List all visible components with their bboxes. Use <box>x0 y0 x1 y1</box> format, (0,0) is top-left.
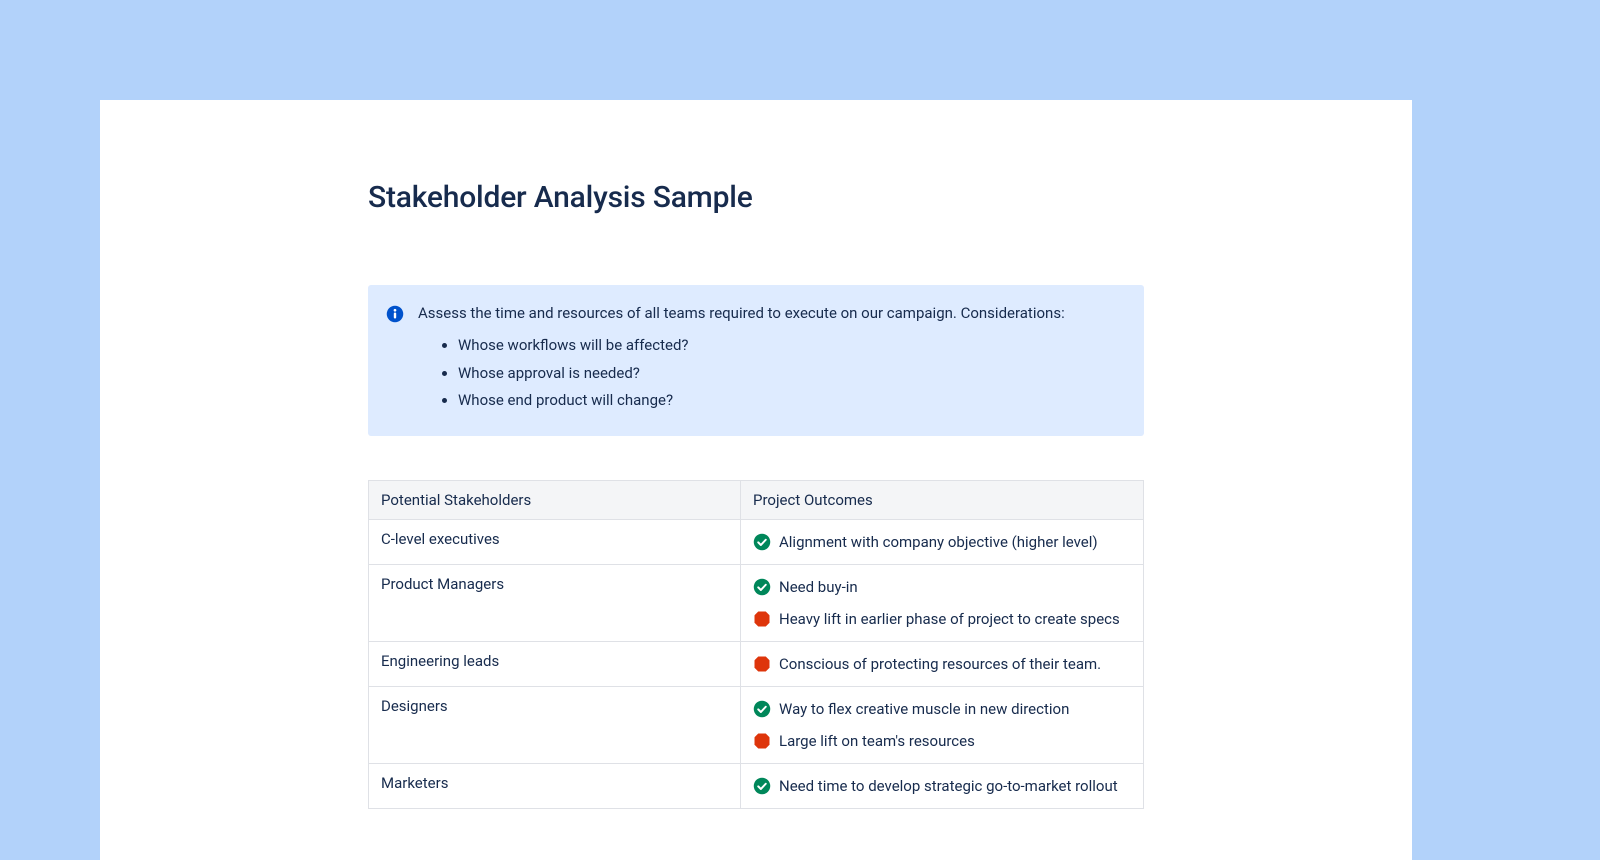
outcome-line: Way to flex creative muscle in new direc… <box>753 700 1131 718</box>
table-header-outcomes: Project Outcomes <box>741 481 1144 520</box>
document-card: Stakeholder Analysis Sample Assess the t… <box>100 100 1412 860</box>
outcomes-cell: Need time to develop strategic go-to-mar… <box>741 764 1144 809</box>
stop-octagon-icon <box>753 655 771 673</box>
check-circle-icon <box>753 533 771 551</box>
outcome-text: Need time to develop strategic go-to-mar… <box>779 777 1118 795</box>
info-panel-lead: Assess the time and resources of all tea… <box>418 303 1065 325</box>
outcomes-cell: Need buy-in Heavy lift in earlier phase o… <box>741 565 1144 642</box>
outcome-text: Heavy lift in earlier phase of project t… <box>779 610 1120 628</box>
table-row: C-level executives Alignment with company… <box>369 520 1144 565</box>
outcome-line: Heavy lift in earlier phase of project t… <box>753 610 1131 628</box>
outcome-text: Way to flex creative muscle in new direc… <box>779 700 1069 718</box>
info-icon <box>386 305 404 323</box>
outcomes-cell: Conscious of protecting resources of the… <box>741 642 1144 687</box>
outcomes-cell: Alignment with company objective (higher… <box>741 520 1144 565</box>
outcome-line: Conscious of protecting resources of the… <box>753 655 1131 673</box>
outcome-line: Need time to develop strategic go-to-mar… <box>753 777 1131 795</box>
table-header-stakeholders: Potential Stakeholders <box>369 481 741 520</box>
info-panel-body: Assess the time and resources of all tea… <box>418 303 1065 418</box>
stakeholder-cell: Engineering leads <box>369 642 741 687</box>
info-bullet: Whose workflows will be affected? <box>458 335 1065 357</box>
outcomes-cell: Way to flex creative muscle in new direc… <box>741 687 1144 764</box>
info-bullet: Whose end product will change? <box>458 390 1065 412</box>
table-row: Designers Way to flex creative muscle in … <box>369 687 1144 764</box>
outcome-text: Conscious of protecting resources of the… <box>779 655 1101 673</box>
check-circle-icon <box>753 777 771 795</box>
table-body: C-level executives Alignment with company… <box>369 520 1144 809</box>
stop-octagon-icon <box>753 732 771 750</box>
info-bullet: Whose approval is needed? <box>458 363 1065 385</box>
stakeholder-cell: Product Managers <box>369 565 741 642</box>
info-panel-bullets: Whose workflows will be affected? Whose … <box>418 335 1065 412</box>
info-panel: Assess the time and resources of all tea… <box>368 285 1144 436</box>
stakeholder-cell: Designers <box>369 687 741 764</box>
table-row: Engineering leads Conscious of protecting… <box>369 642 1144 687</box>
stop-octagon-icon <box>753 610 771 628</box>
check-circle-icon <box>753 578 771 596</box>
outcome-line: Alignment with company objective (higher… <box>753 533 1131 551</box>
page-title: Stakeholder Analysis Sample <box>368 180 1144 215</box>
table-row: Product Managers Need buy-in Heavy lift in… <box>369 565 1144 642</box>
stakeholder-cell: Marketers <box>369 764 741 809</box>
outcome-text: Alignment with company objective (higher… <box>779 533 1098 551</box>
outcome-text: Need buy-in <box>779 578 858 596</box>
outcome-text: Large lift on team's resources <box>779 732 975 750</box>
table-row: Marketers Need time to develop strategic … <box>369 764 1144 809</box>
outcome-line: Large lift on team's resources <box>753 732 1131 750</box>
stakeholder-table: Potential Stakeholders Project Outcomes … <box>368 480 1144 809</box>
outcome-line: Need buy-in <box>753 578 1131 596</box>
check-circle-icon <box>753 700 771 718</box>
stakeholder-cell: C-level executives <box>369 520 741 565</box>
